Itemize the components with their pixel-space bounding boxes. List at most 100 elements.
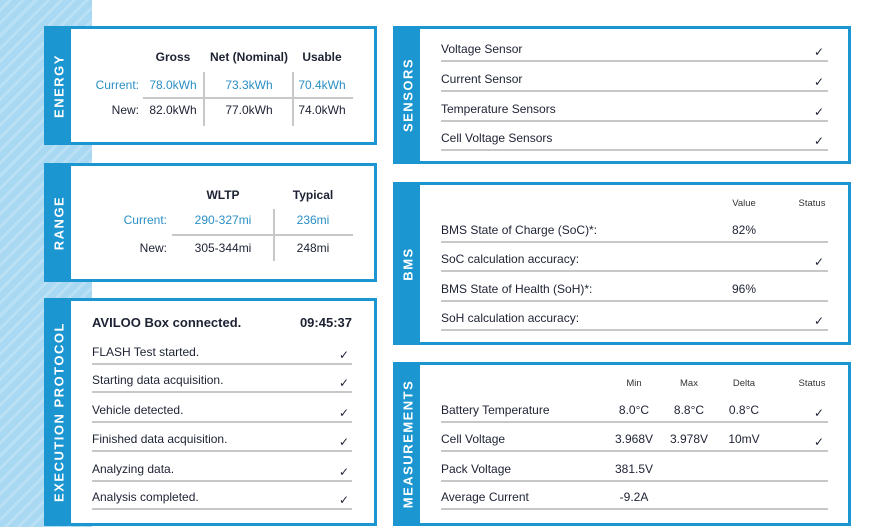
check-icon: ✓ — [814, 45, 825, 59]
measurements-tab: MEASUREMENTS — [396, 365, 420, 523]
row-divider — [441, 300, 828, 302]
bms-row-label: SoH calculation accuracy: — [441, 311, 580, 325]
sensor-item: Cell Voltage Sensors — [441, 131, 553, 145]
energy-cell: 73.3kWh — [225, 78, 273, 92]
execution-step: Analyzing data. — [92, 462, 175, 476]
check-icon: ✓ — [814, 406, 825, 420]
bms-value: 82% — [731, 223, 757, 237]
energy-panel: ENERGY — [44, 26, 377, 145]
row-divider — [441, 270, 828, 272]
check-icon: ✓ — [339, 376, 350, 390]
measurements-column-header: Max — [680, 378, 698, 389]
range-panel: RANGE — [44, 163, 377, 282]
execution-step: Starting data acquisition. — [92, 373, 224, 387]
check-icon: ✓ — [814, 134, 825, 148]
row-divider — [92, 508, 352, 510]
sensors-panel: SENSORS — [393, 26, 851, 164]
sensor-item: Temperature Sensors — [441, 102, 556, 116]
energy-cell: 77.0kWh — [225, 103, 273, 117]
row-divider — [441, 149, 828, 151]
range-row-label: New: — [139, 241, 167, 255]
check-icon: ✓ — [339, 348, 350, 362]
row-divider — [441, 90, 828, 92]
measurement-label: Cell Voltage — [441, 432, 506, 446]
execution-protocol-panel: EXECUTION PROTOCOL — [44, 298, 377, 526]
energy-cell: 78.0kWh — [149, 78, 197, 92]
measurement-min: 381.5V — [614, 462, 654, 476]
row-divider — [441, 241, 828, 243]
measurements-column-header: Min — [626, 378, 642, 389]
energy-cell: 82.0kWh — [149, 103, 197, 117]
row-divider — [441, 480, 828, 482]
check-icon: ✓ — [814, 75, 825, 89]
energy-tab: ENERGY — [47, 29, 71, 142]
measurement-max: 8.8°C — [673, 403, 705, 417]
check-icon: ✓ — [339, 406, 350, 420]
row-divider — [92, 480, 352, 482]
range-column-header: WLTP — [206, 188, 240, 202]
bms-column-header: Status — [798, 198, 826, 209]
row-divider — [441, 329, 828, 331]
row-divider — [92, 421, 352, 423]
sensor-item: Voltage Sensor — [441, 42, 523, 56]
range-cell: 305-344mi — [194, 241, 252, 255]
energy-row-label: New: — [111, 103, 139, 117]
check-icon: ✓ — [339, 435, 350, 449]
energy-column-header: Gross — [155, 50, 191, 64]
execution-time: 09:45:37 — [299, 315, 352, 330]
row-divider — [441, 450, 828, 452]
energy-column-header: Net (Nominal) — [210, 50, 288, 64]
measurement-delta: 0.8°C — [728, 403, 760, 417]
row-divider — [92, 363, 352, 365]
sensors-tab: SENSORS — [396, 29, 420, 161]
energy-divider — [292, 72, 294, 126]
bms-panel: BMS — [393, 182, 851, 345]
range-divider — [273, 209, 275, 261]
row-divider — [92, 391, 352, 393]
bms-row-label: BMS State of Health (SoH)*: — [441, 282, 593, 296]
row-divider — [441, 120, 828, 122]
execution-tab: EXECUTION PROTOCOL — [47, 301, 71, 523]
check-icon: ✓ — [814, 314, 825, 328]
range-column-header: Typical — [292, 188, 334, 202]
execution-title: EXECUTION PROTOCOL — [51, 322, 67, 502]
bms-row-label: BMS State of Charge (SoC)*: — [441, 223, 598, 237]
execution-step: FLASH Test started. — [92, 345, 200, 359]
range-title: RANGE — [51, 195, 67, 250]
check-icon: ✓ — [339, 493, 350, 507]
sensors-title: SENSORS — [400, 57, 416, 133]
energy-column-header: Usable — [302, 50, 342, 64]
measurement-label: Average Current — [441, 490, 529, 504]
range-cell: 236mi — [296, 213, 330, 227]
measurement-min: -9.2A — [619, 490, 649, 504]
row-divider — [441, 508, 828, 510]
measurement-delta: 10mV — [728, 432, 760, 446]
check-icon: ✓ — [814, 105, 825, 119]
bms-column-header: Value — [732, 198, 756, 209]
energy-divider — [143, 97, 353, 99]
measurements-panel: MEASUREMENTS — [393, 362, 851, 526]
check-icon: ✓ — [339, 465, 350, 479]
energy-divider — [203, 72, 205, 126]
measurement-min: 3.968V — [614, 432, 654, 446]
range-tab: RANGE — [47, 166, 71, 279]
range-divider — [172, 234, 353, 236]
check-icon: ✓ — [814, 255, 825, 269]
execution-header: AVILOO Box connected. — [92, 315, 242, 330]
range-cell: 248mi — [296, 241, 330, 255]
measurement-max: 3.978V — [669, 432, 709, 446]
measurements-column-header: Delta — [732, 378, 756, 389]
execution-step: Analysis completed. — [92, 490, 199, 504]
row-divider — [441, 60, 828, 62]
execution-step: Finished data acquisition. — [92, 432, 228, 446]
bms-tab: BMS — [396, 185, 420, 342]
sensor-item: Current Sensor — [441, 72, 523, 86]
bms-row-label: SoC calculation accuracy: — [441, 252, 580, 266]
check-icon: ✓ — [814, 435, 825, 449]
bms-value: 96% — [731, 282, 757, 296]
measurements-column-header: Status — [798, 378, 826, 389]
execution-step: Vehicle detected. — [92, 403, 184, 417]
range-row-label: Current: — [123, 213, 167, 227]
measurements-title: MEASUREMENTS — [400, 379, 416, 509]
energy-row-label: Current: — [95, 78, 139, 92]
